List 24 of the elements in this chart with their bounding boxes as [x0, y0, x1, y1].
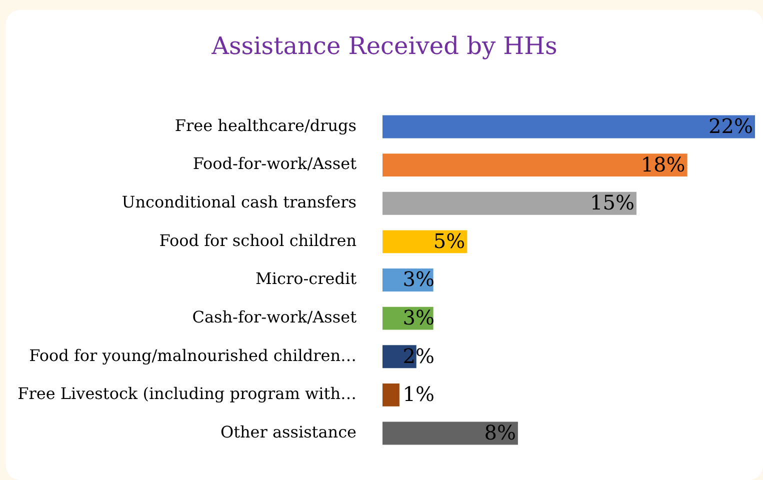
- y-tick-label: Food for young/malnourished children…: [29, 346, 356, 365]
- bar: [382, 422, 518, 445]
- y-tick-label: Free Livestock (including program with…: [18, 384, 356, 404]
- bar: [382, 383, 400, 406]
- y-tick-label: Unconditional cash transfers: [122, 192, 356, 212]
- y-tick-label: Micro-credit: [255, 269, 358, 288]
- bar: [382, 230, 468, 254]
- data-label: 3%: [402, 306, 434, 330]
- bar: [382, 115, 755, 138]
- bar: [382, 192, 636, 215]
- data-label: 15%: [590, 190, 634, 215]
- data-label: 5%: [433, 228, 466, 253]
- chart-title: Assistance Received by HHs: [210, 32, 558, 60]
- y-tick-label: Free healthcare/drugs: [174, 116, 356, 135]
- data-label: 1%: [402, 382, 434, 406]
- bar: [382, 154, 688, 177]
- data-label: 3%: [402, 267, 434, 292]
- data-label: 22%: [708, 114, 753, 138]
- y-tick-label: Other assistance: [220, 422, 356, 442]
- y-tick-label: Food-for-work/Asset: [192, 154, 358, 174]
- data-label: 18%: [640, 152, 686, 176]
- y-tick-label: Cash-for-work/Asset: [192, 307, 358, 326]
- y-tick-label: Food for school children: [159, 230, 356, 250]
- data-label: 8%: [484, 420, 516, 444]
